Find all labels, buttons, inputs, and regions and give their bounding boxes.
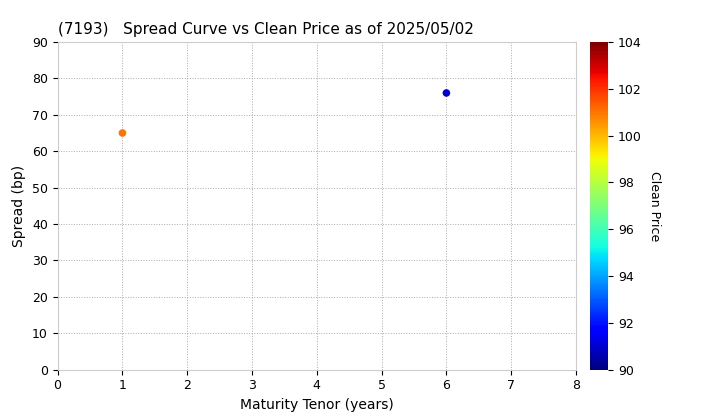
Point	[441, 89, 452, 96]
Point	[117, 130, 128, 136]
Y-axis label: Clean Price: Clean Price	[649, 171, 662, 241]
X-axis label: Maturity Tenor (years): Maturity Tenor (years)	[240, 398, 394, 412]
Text: (7193)   Spread Curve vs Clean Price as of 2025/05/02: (7193) Spread Curve vs Clean Price as of…	[58, 22, 474, 37]
Y-axis label: Spread (bp): Spread (bp)	[12, 165, 27, 247]
